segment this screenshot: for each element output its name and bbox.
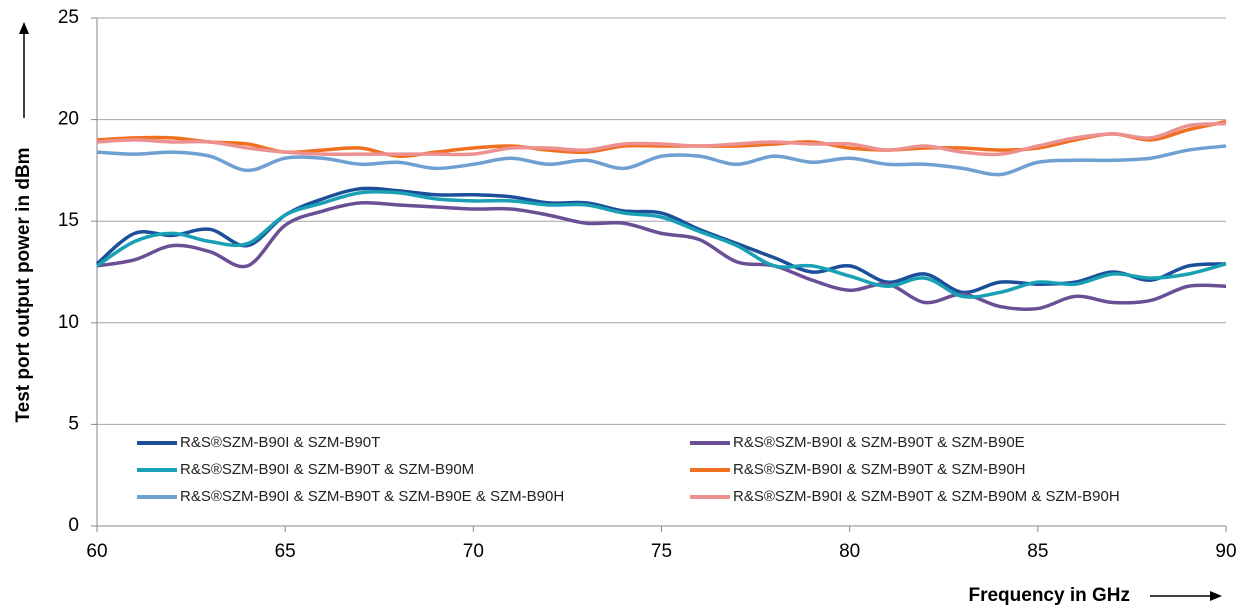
legend-label: R&S®SZM-B90I & SZM-B90T & SZM-B90H <box>733 461 1026 478</box>
x-tick-label: 80 <box>839 541 860 562</box>
y-tick-label: 0 <box>68 515 79 536</box>
y-tick-label: 5 <box>68 413 79 434</box>
legend-label: R&S®SZM-B90I & SZM-B90T & SZM-B90E & SZM… <box>180 488 564 505</box>
series-line <box>96 144 1227 177</box>
x-tick-label: 90 <box>1215 541 1236 562</box>
x-axis-title: Frequency in GHz <box>968 585 1130 606</box>
x-tick-label: 70 <box>463 541 484 562</box>
y-tick-label: 10 <box>58 312 79 333</box>
legend-label: R&S®SZM-B90I & SZM-B90T & SZM-B90M <box>180 461 474 478</box>
series-line <box>96 200 1227 312</box>
y-tick-label: 15 <box>58 210 79 231</box>
series-line <box>95 186 1227 295</box>
y-arrow <box>19 22 29 118</box>
series-line <box>96 121 1227 157</box>
x-tick-label: 60 <box>86 541 107 562</box>
legend-label: R&S®SZM-B90I & SZM-B90T & SZM-B90E <box>733 434 1025 451</box>
series-line <box>96 189 1227 299</box>
y-tick-label: 25 <box>58 7 79 28</box>
x-tick-label: 75 <box>651 541 672 562</box>
x-tick-label: 65 <box>275 541 296 562</box>
legend-label: R&S®SZM-B90I & SZM-B90T <box>180 434 380 451</box>
y-tick-label: 20 <box>58 109 79 130</box>
y-axis-title: Test port output power in dBm <box>13 147 34 422</box>
x-arrow <box>1150 591 1222 601</box>
x-tick-label: 85 <box>1027 541 1048 562</box>
legend-label: R&S®SZM-B90I & SZM-B90T & SZM-B90M & SZM… <box>733 488 1120 505</box>
